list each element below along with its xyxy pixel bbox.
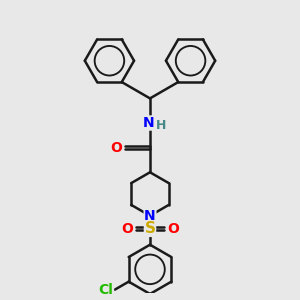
Text: N: N bbox=[143, 116, 154, 130]
Text: H: H bbox=[156, 119, 166, 132]
Text: N: N bbox=[144, 209, 156, 223]
Text: Cl: Cl bbox=[98, 283, 113, 297]
Text: O: O bbox=[111, 141, 122, 155]
Text: O: O bbox=[167, 222, 179, 236]
Text: O: O bbox=[121, 222, 133, 236]
Text: S: S bbox=[145, 221, 155, 236]
